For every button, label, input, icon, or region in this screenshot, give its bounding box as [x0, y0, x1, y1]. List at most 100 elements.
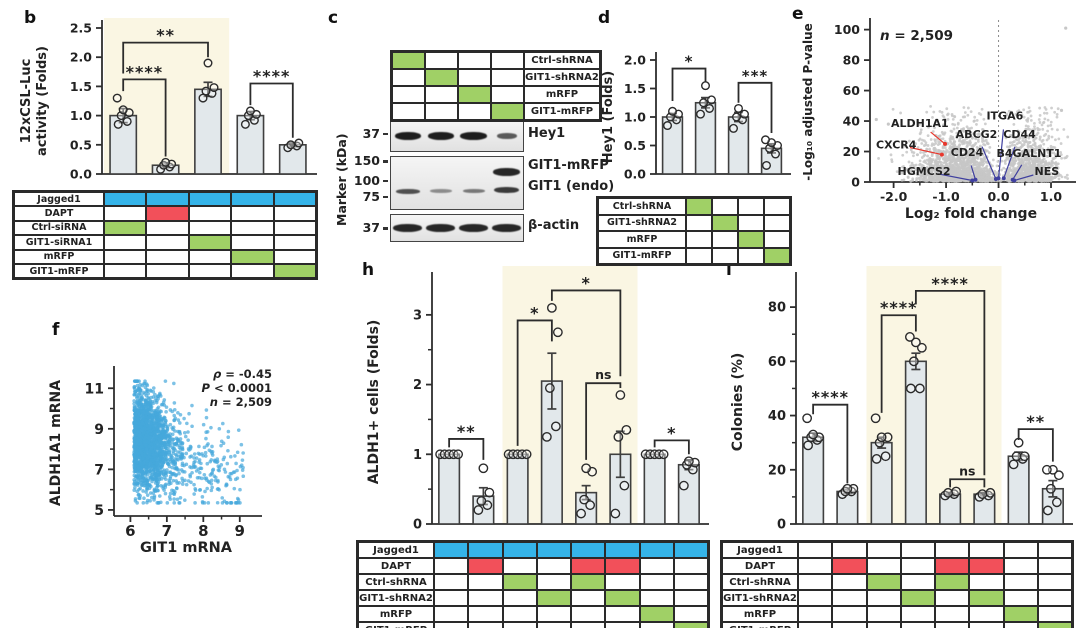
svg-text:80: 80 [843, 53, 861, 68]
svg-text:-1.0: -1.0 [932, 189, 960, 204]
treatment-cell-green [273, 263, 316, 279]
treatment-cell-empty [425, 52, 458, 69]
svg-text:100: 100 [834, 22, 860, 37]
panel-f-letter: f [52, 320, 60, 340]
treatment-cell-empty [866, 542, 901, 558]
treatment-row-label: Ctrl-shRNA [722, 574, 798, 590]
treatment-cell-empty [969, 574, 1004, 590]
svg-text:7: 7 [94, 462, 104, 478]
treatment-cell-empty [273, 249, 316, 264]
treatment-cell-green [425, 69, 458, 86]
treatment-cell-empty [571, 622, 606, 628]
treatment-cell-empty [1003, 622, 1038, 628]
treatment-cell-blue [468, 542, 503, 558]
treatment-cell-red [146, 206, 189, 221]
treatment-cell-empty [686, 214, 712, 231]
treatment-cell-empty [764, 231, 790, 248]
blot-hey1 [390, 120, 524, 152]
treatment-cell-green [935, 574, 970, 590]
treatment-cell-empty [458, 52, 491, 69]
treatment-cell-green [188, 235, 232, 250]
treatment-cell-red [935, 558, 970, 574]
svg-text:Hey1 (Folds): Hey1 (Folds) [601, 71, 616, 163]
panel-b-bar-chart: 0.00.51.01.52.02.5**********12xCSL-Lucac… [19, 18, 317, 182]
svg-text:ALDH1A1: ALDH1A1 [891, 117, 949, 130]
treatment-cell-green [491, 103, 524, 120]
treatment-cell-empty [536, 606, 571, 622]
treatment-cell-empty [639, 590, 674, 606]
svg-text:CD44: CD44 [1003, 128, 1036, 141]
treatment-cell-empty [231, 263, 274, 279]
svg-text:HGMCS2: HGMCS2 [898, 165, 951, 178]
treatment-row-label: GIT1-mRFP [358, 622, 434, 628]
treatment-cell-empty [1037, 590, 1072, 606]
svg-text:B4GALNT1: B4GALNT1 [997, 147, 1062, 160]
treatment-cell-empty [434, 590, 469, 606]
blot-git1 [390, 156, 524, 210]
kda-marker: 37 [362, 125, 380, 141]
treatment-row-label: Ctrl-siRNA [14, 220, 104, 236]
svg-text:1.5: 1.5 [624, 81, 646, 96]
panel-d-letter: d [598, 8, 611, 28]
treatment-cell-empty [866, 622, 901, 628]
treatment-cell-empty [639, 558, 674, 574]
svg-text:***: *** [742, 67, 769, 85]
treatment-cell-green [764, 247, 790, 264]
svg-text:****: **** [126, 62, 163, 81]
svg-text:5: 5 [94, 503, 104, 519]
treatment-cell-empty [764, 198, 790, 215]
treatment-cell-empty [639, 622, 674, 628]
svg-text:9: 9 [235, 522, 245, 540]
panel-i-treatment-grid: Jagged1DAPTCtrl-shRNAGIT1-shRNA2mRFPGIT1… [720, 540, 1074, 628]
treatment-cell-empty [104, 263, 147, 279]
svg-text:2.5: 2.5 [70, 21, 92, 36]
panel-b-treatment-grid: Jagged1 DAPT Ctrl-siRNA GIT1-siRNA1 mRFP GIT1… [12, 190, 318, 281]
treatment-cell-empty [969, 606, 1004, 622]
svg-text:7: 7 [162, 522, 172, 540]
treatment-cell-green [231, 249, 274, 264]
treatment-cell-empty [571, 606, 606, 622]
treatment-cell-empty [673, 558, 708, 574]
treatment-cell-empty [832, 622, 867, 628]
treatment-row-label: GIT1-mRFP [14, 263, 104, 279]
treatment-cell-blue [605, 542, 640, 558]
treatment-cell-empty [188, 220, 232, 236]
treatment-cell-empty [1037, 542, 1072, 558]
treatment-cell-empty [1003, 590, 1038, 606]
svg-text:1.0: 1.0 [624, 110, 646, 125]
treatment-cell-empty [231, 206, 274, 221]
treatment-cell-blue [434, 542, 469, 558]
treatment-cell-empty [712, 198, 738, 215]
treatment-cell-empty [571, 590, 606, 606]
treatment-cell-blue [231, 192, 274, 207]
treatment-cell-empty [738, 198, 764, 215]
treatment-cell-empty [502, 590, 537, 606]
treatment-cell-red [605, 558, 640, 574]
marker-tick [383, 195, 388, 198]
treatment-cell-empty [188, 263, 232, 279]
svg-text:*: * [685, 53, 694, 71]
svg-text:NES: NES [1034, 165, 1059, 178]
protein-band [460, 132, 487, 140]
panel-c-letter: c [328, 8, 339, 28]
treatment-cell-empty [605, 622, 640, 628]
treatment-cell-red [468, 558, 503, 574]
svg-text:60: 60 [843, 83, 861, 98]
treatment-row-label: GIT1-mRFP [598, 247, 686, 264]
panel-d-bar-chart: 0.00.51.01.52.0 ****Hey1 (Folds) [601, 52, 791, 182]
svg-text:6: 6 [125, 522, 135, 540]
band-label: Hey1 [528, 126, 566, 141]
treatment-cell-empty [104, 249, 147, 264]
treatment-cell-empty [832, 574, 867, 590]
treatment-cell-green [673, 622, 708, 628]
treatment-cell-green [900, 590, 935, 606]
treatment-row-label: Jagged1 [722, 542, 798, 558]
svg-text:0.0: 0.0 [624, 167, 646, 182]
treatment-cell-empty [491, 86, 524, 103]
protein-band [459, 224, 488, 232]
treatment-cell-empty [1037, 606, 1072, 622]
protein-band [493, 167, 520, 176]
treatment-cell-blue [146, 192, 189, 207]
treatment-cell-empty [468, 606, 503, 622]
svg-text:20: 20 [843, 144, 861, 159]
